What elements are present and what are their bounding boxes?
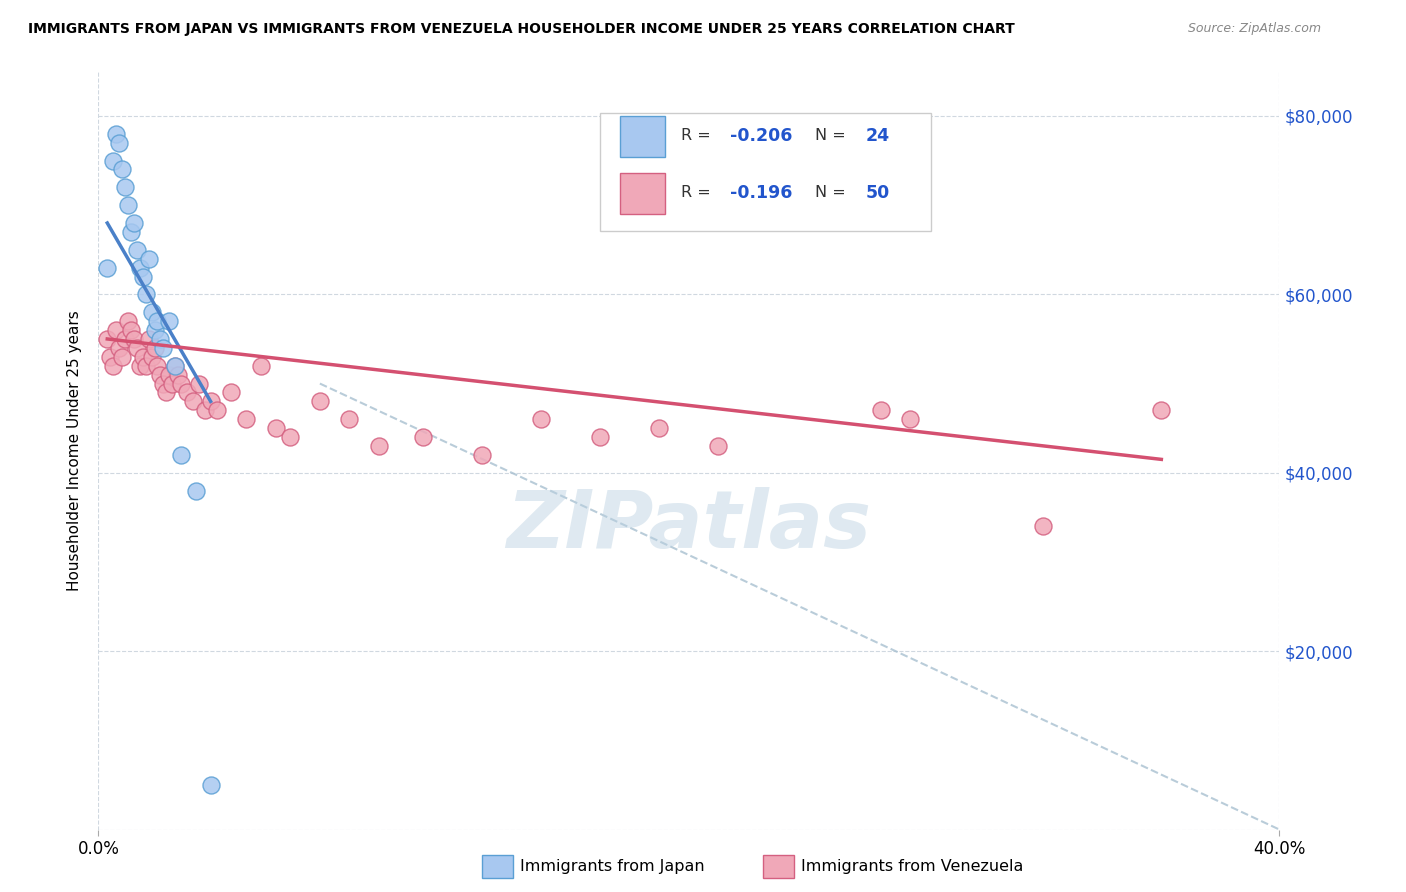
Point [187, 376, 209, 391]
FancyBboxPatch shape [620, 116, 665, 157]
Point [339, 412, 361, 426]
Point [368, 439, 391, 453]
Point [165, 359, 187, 373]
Point [108, 136, 131, 150]
Point [870, 403, 893, 417]
FancyBboxPatch shape [620, 173, 665, 214]
Point [900, 412, 922, 426]
Point [184, 483, 207, 498]
Point [122, 216, 145, 230]
Point [176, 385, 198, 400]
Point [194, 403, 217, 417]
Text: 24: 24 [866, 127, 890, 145]
FancyBboxPatch shape [600, 113, 931, 230]
Point [155, 385, 177, 400]
Point [141, 305, 163, 319]
Point [120, 323, 142, 337]
Point [149, 368, 172, 382]
Point [149, 332, 172, 346]
Point [105, 323, 128, 337]
Point [103, 359, 125, 373]
Point [309, 394, 332, 409]
Point [125, 341, 148, 355]
Point [114, 180, 136, 194]
Point [105, 127, 128, 141]
Point [141, 350, 163, 364]
Point [98, 350, 121, 364]
Point [132, 269, 155, 284]
Point [167, 368, 190, 382]
Point [138, 252, 160, 266]
Point [138, 332, 160, 346]
Point [280, 430, 302, 444]
Point [128, 359, 150, 373]
Point [412, 430, 434, 444]
Point [1150, 403, 1173, 417]
Point [103, 153, 125, 168]
Text: ZIPatlas: ZIPatlas [506, 487, 872, 566]
Point [152, 341, 174, 355]
Point [1032, 519, 1054, 533]
Text: 50: 50 [866, 184, 890, 202]
Point [589, 430, 612, 444]
Point [111, 162, 134, 177]
Point [146, 314, 169, 328]
Point [120, 225, 142, 239]
Point [200, 778, 222, 792]
Text: R =: R = [681, 128, 716, 144]
Text: Immigrants from Venezuela: Immigrants from Venezuela [801, 859, 1024, 873]
Point [135, 359, 157, 373]
Point [128, 260, 150, 275]
Text: R =: R = [681, 186, 716, 200]
Text: N =: N = [815, 128, 851, 144]
Point [200, 394, 222, 409]
Point [114, 332, 136, 346]
Point [205, 403, 228, 417]
Point [165, 359, 187, 373]
Point [146, 359, 169, 373]
Point [152, 376, 174, 391]
Point [157, 368, 180, 382]
Point [530, 412, 553, 426]
Point [235, 412, 257, 426]
Point [471, 448, 494, 462]
Text: -0.206: -0.206 [730, 127, 793, 145]
Point [122, 332, 145, 346]
Y-axis label: Householder Income Under 25 years: Householder Income Under 25 years [67, 310, 83, 591]
Text: Source: ZipAtlas.com: Source: ZipAtlas.com [1188, 22, 1322, 36]
Point [181, 394, 204, 409]
Point [135, 287, 157, 301]
Point [111, 350, 134, 364]
Point [108, 341, 131, 355]
Point [96, 332, 118, 346]
Point [125, 243, 148, 257]
Point [250, 359, 273, 373]
Point [648, 421, 671, 435]
Text: IMMIGRANTS FROM JAPAN VS IMMIGRANTS FROM VENEZUELA HOUSEHOLDER INCOME UNDER 25 Y: IMMIGRANTS FROM JAPAN VS IMMIGRANTS FROM… [28, 22, 1015, 37]
Text: -0.196: -0.196 [730, 184, 793, 202]
Point [170, 376, 193, 391]
Point [707, 439, 730, 453]
Point [132, 350, 155, 364]
Point [143, 341, 166, 355]
Point [157, 314, 180, 328]
Point [170, 448, 193, 462]
Point [264, 421, 287, 435]
Text: N =: N = [815, 186, 851, 200]
Point [117, 198, 139, 212]
Point [221, 385, 243, 400]
Point [143, 323, 166, 337]
Text: Immigrants from Japan: Immigrants from Japan [520, 859, 704, 873]
Point [96, 260, 118, 275]
Point [162, 376, 183, 391]
Point [117, 314, 139, 328]
